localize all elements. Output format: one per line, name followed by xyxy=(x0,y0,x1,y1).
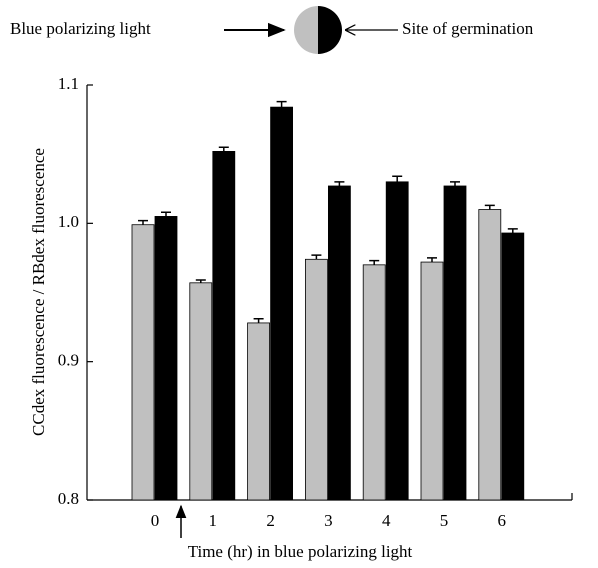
x-tick-label: 2 xyxy=(266,511,275,530)
error-bar xyxy=(427,257,437,263)
bar xyxy=(270,106,294,501)
y-tick-label: 1.1 xyxy=(58,74,79,93)
bar xyxy=(304,258,328,501)
x-tick-label: 0 xyxy=(151,511,160,530)
bar xyxy=(327,185,351,501)
bar xyxy=(420,261,444,501)
y-tick-label: 0.8 xyxy=(58,489,79,508)
bar xyxy=(247,322,271,501)
x-tick-label: 5 xyxy=(440,511,449,530)
cell-half xyxy=(318,6,342,54)
x-axis-label: Time (hr) in blue polarizing light xyxy=(188,542,413,561)
annotation-left: Blue polarizing light xyxy=(10,19,151,38)
error-bar xyxy=(218,146,229,152)
error-bar xyxy=(161,211,171,217)
y-tick-label: 1.0 xyxy=(58,212,79,231)
x-tick-label: 4 xyxy=(382,511,391,530)
error-bar xyxy=(195,279,206,283)
bar xyxy=(501,232,525,501)
bar xyxy=(385,181,409,501)
error-bar xyxy=(311,254,322,260)
bar xyxy=(154,216,178,501)
error-bar xyxy=(369,259,380,265)
error-bar xyxy=(253,318,264,323)
bar xyxy=(131,224,155,501)
y-tick-label: 0.9 xyxy=(58,351,79,370)
error-bar xyxy=(450,181,460,186)
bar xyxy=(362,264,386,501)
error-bar xyxy=(334,181,345,186)
error-bar xyxy=(276,100,287,108)
annotation-right: Site of germination xyxy=(402,19,534,38)
error-bar xyxy=(392,175,403,182)
bar xyxy=(478,209,502,501)
error-bar xyxy=(484,204,495,210)
bar xyxy=(189,282,213,501)
x-tick-label: 1 xyxy=(209,511,218,530)
cell-half xyxy=(294,6,318,54)
error-bar xyxy=(507,228,518,234)
bar xyxy=(443,185,467,501)
x-tick-label: 3 xyxy=(324,511,333,530)
x-tick-label: 6 xyxy=(498,511,507,530)
y-axis-label: CCdex fluorescence / RBdex fluorescence xyxy=(29,148,48,436)
error-bar xyxy=(138,219,148,225)
bar xyxy=(212,150,236,501)
